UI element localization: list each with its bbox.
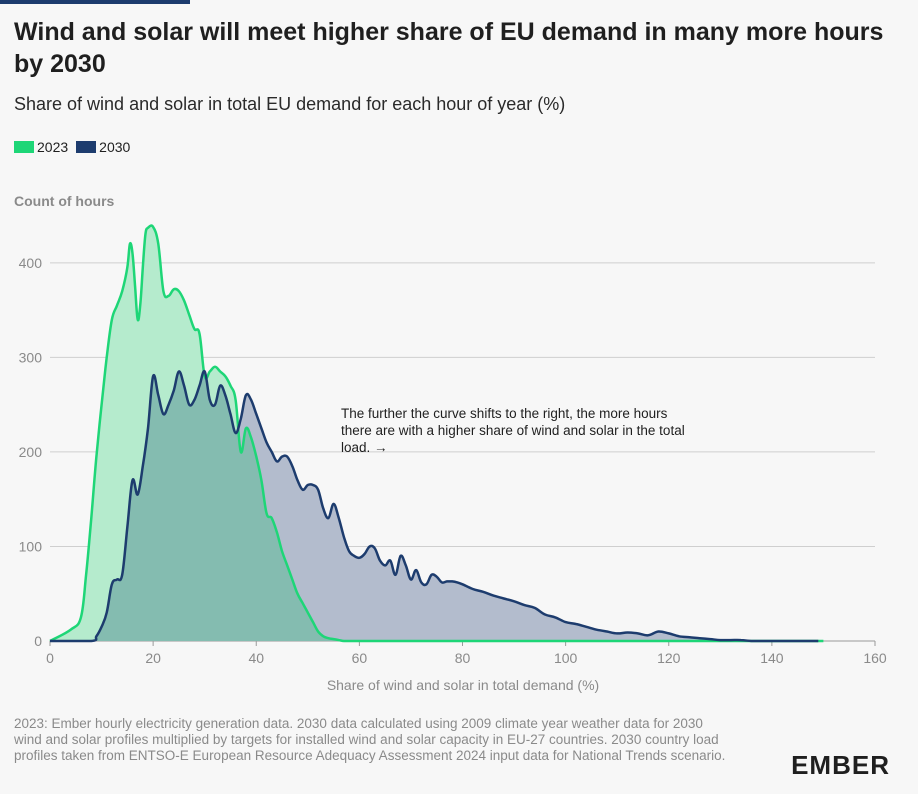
legend: 2023 2030 (14, 139, 138, 155)
legend-label-2030: 2030 (99, 139, 131, 155)
x-tick-20: 20 (145, 650, 161, 666)
x-tick-40: 40 (248, 650, 264, 666)
chart-subtitle: Share of wind and solar in total EU dema… (14, 94, 566, 114)
source-footnote: 2023: Ember hourly electricity generatio… (14, 716, 726, 763)
legend-swatch-2023 (14, 141, 34, 153)
legend-swatch-2030 (76, 141, 97, 153)
top-accent-bar (0, 0, 190, 4)
y-tick-400: 400 (19, 255, 43, 271)
x-tick-80: 80 (455, 650, 471, 666)
chart-plot: Count of hours 0 100 200 300 400 0 20 40 60 80 10… (14, 193, 887, 693)
x-axis-label: Share of wind and solar in total demand … (327, 677, 599, 693)
x-tick-160: 160 (863, 650, 887, 666)
x-tick-labels: 0 20 40 60 80 100 120 140 160 (46, 641, 887, 666)
annotation-line-3: load. → (341, 440, 388, 455)
y-axis-label: Count of hours (14, 193, 115, 209)
annotation-line-1: The further the curve shifts to the righ… (341, 406, 668, 421)
legend-label-2023: 2023 (37, 139, 69, 155)
annotation: The further the curve shifts to the righ… (341, 406, 685, 455)
y-tick-0: 0 (34, 633, 42, 649)
y-tick-300: 300 (19, 349, 43, 365)
y-tick-200: 200 (19, 444, 43, 460)
x-tick-0: 0 (46, 650, 54, 666)
y-tick-labels: 0 100 200 300 400 (19, 255, 43, 649)
x-tick-120: 120 (657, 650, 681, 666)
legend-item-2030[interactable]: 2030 (76, 139, 130, 155)
x-tick-60: 60 (352, 650, 368, 666)
chart-title: Wind and solar will meet higher share of… (14, 18, 884, 78)
annotation-line-2: there are with a higher share of wind an… (341, 423, 685, 438)
legend-item-2023[interactable]: 2023 (14, 139, 68, 155)
x-tick-100: 100 (554, 650, 578, 666)
ember-logo: EMBER (791, 750, 890, 780)
line-2023 (49, 224, 824, 643)
area-overlap (50, 371, 819, 641)
x-tick-140: 140 (760, 650, 784, 666)
line-2030 (50, 369, 819, 643)
y-tick-100: 100 (19, 538, 43, 554)
